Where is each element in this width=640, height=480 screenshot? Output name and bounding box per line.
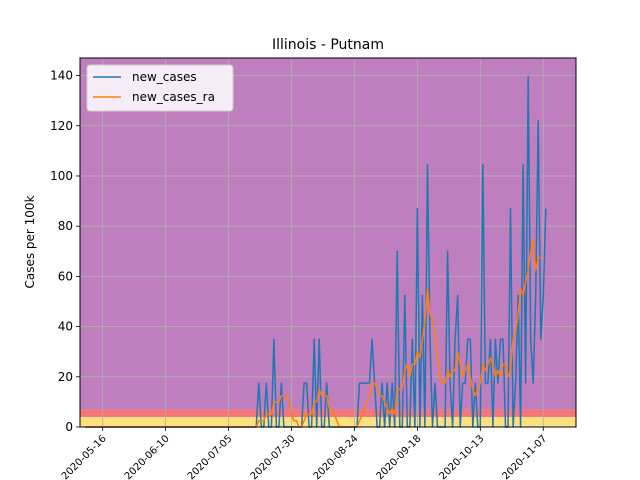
x-tick-label: 2020-08-24 bbox=[312, 433, 361, 480]
x-tick-label: 2020-05-16 bbox=[60, 433, 109, 480]
x-axis: 2020-05-16 2020-06-10 2020-07-05 2020-07-30… bbox=[60, 427, 549, 480]
x-tick-label: 2020-07-30 bbox=[249, 433, 298, 480]
x-tick-label: 2020-06-10 bbox=[123, 433, 172, 480]
band-2 bbox=[80, 58, 576, 410]
x-tick-label: 2020-10-13 bbox=[438, 433, 487, 480]
background-bands bbox=[80, 58, 576, 427]
chart-title: Illinois - Putnam bbox=[272, 37, 384, 53]
y-tick-label: 60 bbox=[58, 269, 73, 283]
y-tick-label: 120 bbox=[50, 119, 73, 133]
y-tick-label: 40 bbox=[58, 320, 73, 334]
y-tick-label: 100 bbox=[50, 169, 73, 183]
legend-label-new_cases: new_cases bbox=[132, 70, 197, 84]
legend-label-new_cases_ra: new_cases_ra bbox=[132, 90, 215, 104]
band-0 bbox=[80, 416, 576, 427]
x-tick-label: 2020-09-18 bbox=[375, 433, 424, 480]
y-axis: 0 20 40 60 80 100 120 140 bbox=[50, 69, 80, 434]
x-tick-label: 2020-07-05 bbox=[186, 433, 235, 480]
y-axis-label: Cases per 100k bbox=[23, 195, 37, 288]
x-tick-label: 2020-11-07 bbox=[501, 433, 550, 480]
y-tick-label: 0 bbox=[65, 420, 73, 434]
legend: new_cases new_cases_ra bbox=[86, 64, 234, 112]
plot-frame bbox=[79, 57, 577, 428]
y-tick-label: 140 bbox=[50, 69, 73, 83]
y-tick-label: 20 bbox=[58, 370, 73, 384]
legend-box bbox=[86, 64, 234, 112]
y-tick-label: 80 bbox=[58, 219, 73, 233]
